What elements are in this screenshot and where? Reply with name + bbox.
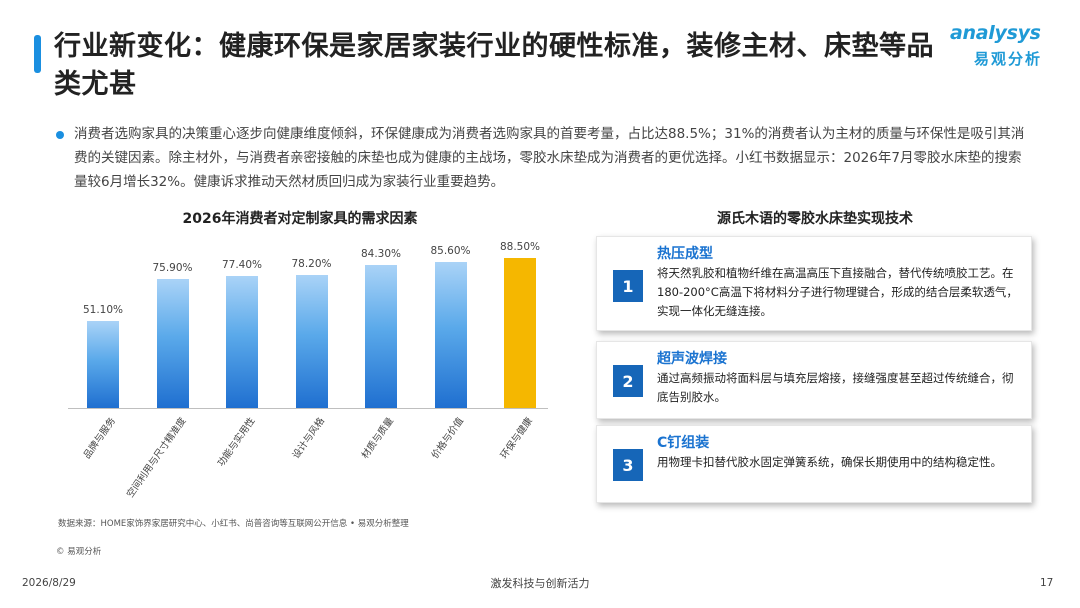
chart-category-label: 材质与质量 xyxy=(359,415,396,461)
brand-logo: analysys 易观分析 xyxy=(950,22,1060,72)
chart-bar xyxy=(156,278,189,408)
title-accent-bar xyxy=(34,35,41,73)
footer-slogan: 激发科技与创新活力 xyxy=(490,577,590,590)
tech-step-card-1: 1 热压成型 将天然乳胶和植物纤维在高温高压下直接融合，替代传统喷胶工艺。在18… xyxy=(596,236,1032,331)
chart-category-label: 品牌与服务 xyxy=(81,415,118,461)
chart-bar xyxy=(504,257,536,408)
step-description: 用物理卡扣替代胶水固定弹簧系统，确保长期使用中的结构稳定性。 xyxy=(657,455,1002,469)
step-heading: C钉组装 xyxy=(657,435,710,451)
step-number-badge: 3 xyxy=(613,449,643,481)
tech-step-card-3: 3 C钉组装 用物理卡扣替代胶水固定弹簧系统，确保长期使用中的结构稳定性。 xyxy=(596,425,1032,503)
intro-paragraph: 消费者选购家具的决策重心逐步向健康维度倾斜，环保健康成为消费者选购家具的首要考量… xyxy=(74,126,1025,190)
chart-data-label: 84.30% xyxy=(360,247,402,260)
chart-bar xyxy=(87,321,119,408)
step-number-badge: 1 xyxy=(613,270,643,302)
data-source-note: 数据来源：HOME家饰界家居研究中心、小红书、尚普咨询等互联网公开信息 • 易观… xyxy=(58,519,409,529)
chart-data-label: 78.20% xyxy=(291,258,332,271)
chart-category-label: 价格与价值 xyxy=(429,415,466,461)
step-number-badge: 2 xyxy=(613,365,643,397)
chart-data-label: 75.90% xyxy=(152,261,193,274)
chart-bar xyxy=(434,262,467,408)
chart-title: 2026年消费者对定制家具的需求因素 xyxy=(182,211,418,227)
bullet-icon xyxy=(56,131,64,139)
chart-bar xyxy=(365,264,397,408)
chart-bar xyxy=(226,276,258,408)
chart-bar xyxy=(295,275,328,408)
step-heading: 热压成型 xyxy=(657,246,713,262)
chart-category-label: 空间利用与尺寸精准度 xyxy=(124,415,188,500)
bar-chart: 51.10% 品牌与服务 75.90% 空间利用与尺寸精准度 77.40% 功能与实用性 7… xyxy=(60,230,560,520)
logo-text-en: analysys xyxy=(950,22,1041,44)
copyright-note: © 易观分析 xyxy=(56,547,102,557)
chart-category-label: 设计与风格 xyxy=(290,415,327,461)
chart-data-label: 88.50% xyxy=(499,240,541,253)
chart-category-label: 功能与实用性 xyxy=(215,415,258,469)
step-heading: 超声波焊接 xyxy=(657,351,727,367)
step-description: 通过高频振动将面料层与填充层熔接，接缝强度甚至超过传统缝合，彻底告别胶水。 xyxy=(657,371,1014,404)
chart-data-label: 85.60% xyxy=(430,245,471,258)
chart-data-label: 51.10% xyxy=(82,304,124,317)
step-description: 将天然乳胶和植物纤维在高温高压下直接融合，替代传统喷胶工艺。在180-200°C… xyxy=(657,266,1018,318)
page-title: 行业新变化：健康环保是家居家装行业的硬性标准，装修主材、床垫等品类尤甚 xyxy=(54,31,934,100)
logo-text-cn: 易观分析 xyxy=(974,50,1043,68)
chart-category-label: 环保与健康 xyxy=(498,415,535,461)
tech-step-card-2: 2 超声波焊接 通过高频振动将面料层与填充层熔接，接缝强度甚至超过传统缝合，彻底… xyxy=(596,341,1032,419)
tech-panel-title: 源氏木语的零胶水床垫实现技术 xyxy=(717,211,913,227)
chart-x-axis xyxy=(68,408,548,409)
chart-data-label: 77.40% xyxy=(221,259,263,272)
page-number: 17 xyxy=(1040,577,1054,589)
footer-date: 2026/8/29 xyxy=(22,577,76,589)
